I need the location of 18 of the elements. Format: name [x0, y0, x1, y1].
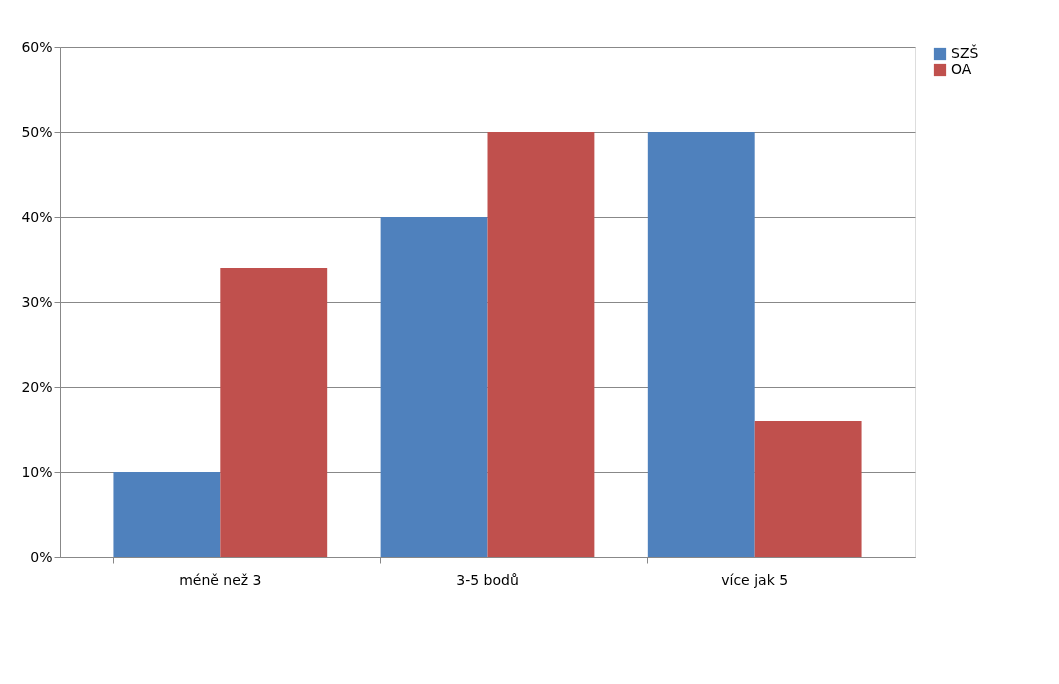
bar [647, 132, 755, 557]
y-tick-label: 20% [21, 378, 53, 395]
y-tick-label: 60% [21, 38, 53, 55]
bar [380, 217, 488, 557]
x-tick-label: méně než 3 [179, 571, 262, 588]
y-tick-label: 10% [21, 463, 53, 480]
bar [487, 132, 595, 557]
y-tick-label: 50% [21, 123, 53, 140]
bar [754, 421, 862, 557]
legend-label: SZŠ [951, 44, 979, 61]
x-tick-label: více jak 5 [721, 571, 789, 588]
bar [220, 268, 328, 557]
x-tick-label: 3-5 bodů [456, 571, 519, 588]
bar [113, 472, 221, 557]
y-tick-label: 30% [21, 293, 53, 310]
y-tick-label: 40% [21, 208, 53, 225]
legend-label: OA [951, 61, 972, 77]
y-tick-label: 0% [30, 548, 53, 565]
